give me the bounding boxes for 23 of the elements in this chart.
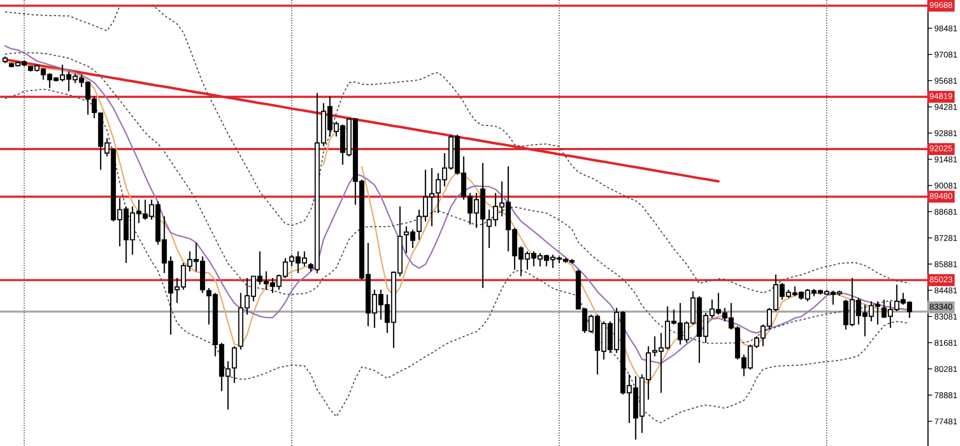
y-tick-label: 98481 [934, 25, 958, 32]
y-tick-label: 87281 [934, 235, 958, 241]
ref-line-label: 89480 [930, 193, 952, 199]
ref-line-label: 85023 [930, 276, 952, 282]
ref-line-label: 83340 [930, 304, 952, 310]
y-tick-label: 97081 [934, 52, 958, 58]
y-tick-label: 95681 [934, 78, 958, 84]
candlestick [232, 346, 237, 384]
y-tick-label: 83081 [934, 314, 958, 320]
y-tick-label: 94281 [934, 104, 958, 110]
ref-line-label: 92025 [930, 145, 952, 152]
y-tick-label: 81681 [934, 340, 958, 346]
ref-line-label: 99688 [930, 2, 952, 8]
ref-line-label: 94819 [930, 93, 952, 100]
y-tick-label: 80281 [934, 366, 958, 372]
y-tick-label: 88681 [934, 208, 958, 215]
y-tick-label: 77481 [934, 418, 958, 424]
y-tick-label: 85881 [934, 261, 958, 268]
y-tick-label: 91481 [934, 156, 958, 162]
y-tick-label: 78881 [934, 392, 958, 398]
y-tick-label: 84481 [934, 287, 958, 294]
y-tick-label: 92881 [934, 130, 958, 136]
y-tick-label: 90081 [934, 182, 958, 189]
